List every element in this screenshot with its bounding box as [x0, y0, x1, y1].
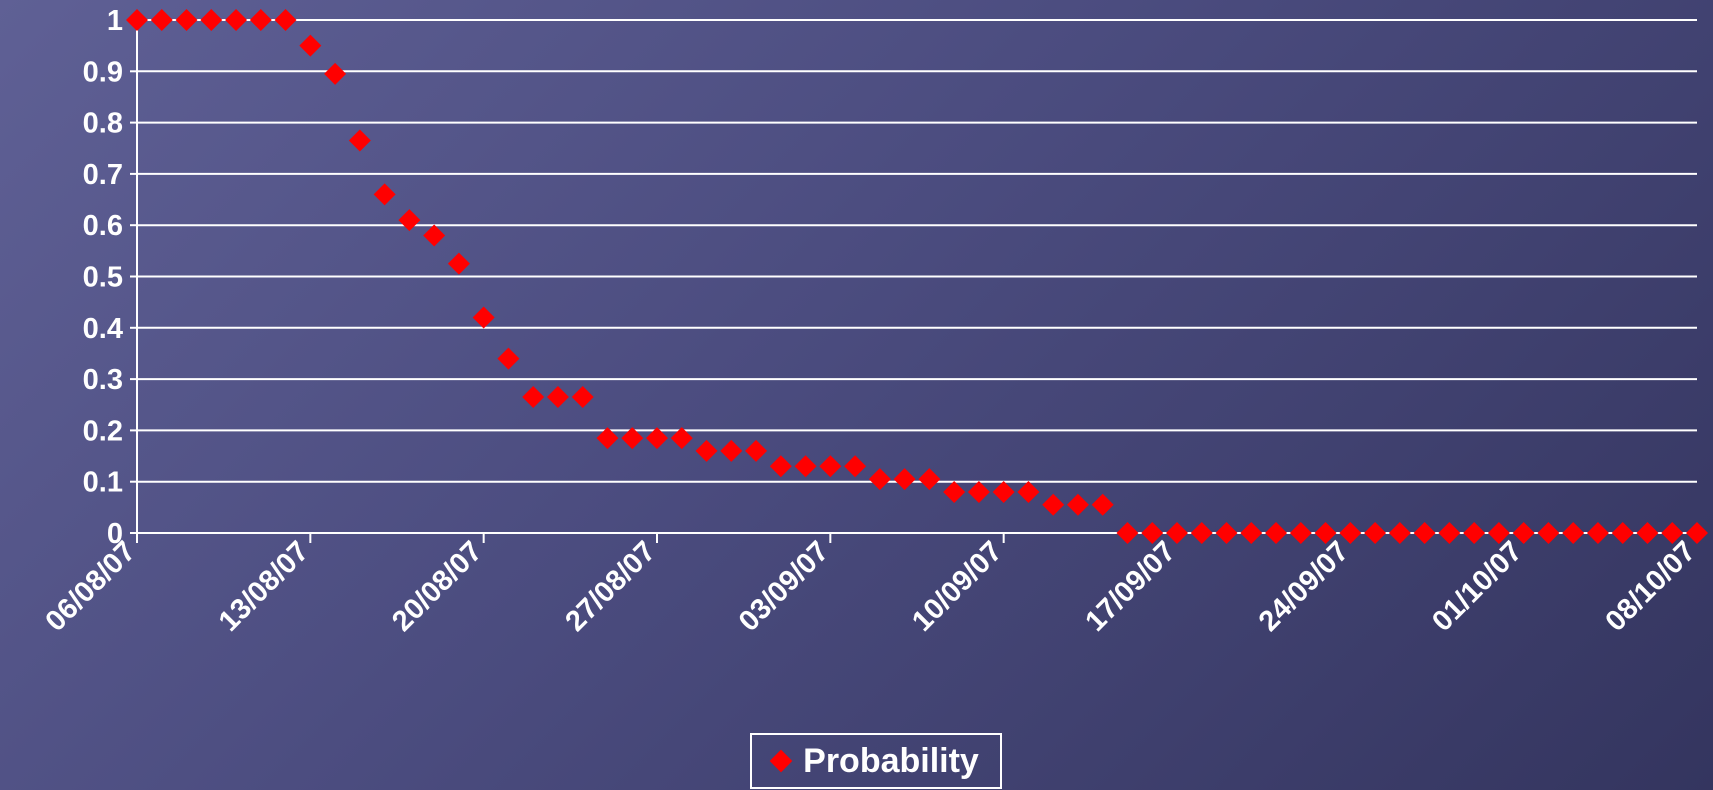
data-point	[1166, 522, 1188, 544]
data-point	[423, 224, 446, 247]
data-point	[1017, 480, 1040, 503]
legend: Probability	[750, 733, 1002, 789]
data-point	[324, 62, 347, 85]
y-tick-label: 0.9	[83, 56, 123, 88]
data-point	[1091, 493, 1114, 516]
y-tick-label: 0.7	[83, 159, 123, 191]
data-point	[299, 34, 322, 57]
data-point	[967, 480, 990, 503]
data-point	[1339, 522, 1362, 544]
data-point	[1388, 522, 1411, 544]
data-point	[1289, 522, 1312, 544]
data-point	[646, 427, 668, 450]
y-tick-label: 0.4	[83, 313, 123, 345]
data-point	[571, 386, 594, 409]
data-point	[1487, 522, 1510, 544]
data-point	[373, 183, 396, 206]
x-tick-label: 17/09/07	[1079, 535, 1181, 637]
x-tick-label: 03/09/07	[733, 535, 835, 637]
x-tick-label: 06/08/07	[39, 535, 141, 637]
data-point	[472, 306, 495, 329]
data-point	[249, 9, 272, 31]
data-point	[670, 427, 693, 450]
data-point	[447, 252, 470, 275]
data-point	[695, 439, 718, 462]
x-tick-label: 27/08/07	[559, 535, 661, 637]
data-point	[1240, 522, 1263, 544]
data-point	[621, 427, 644, 450]
data-point	[126, 9, 148, 31]
y-tick-label: 0.8	[83, 108, 123, 140]
y-tick-label: 0.6	[83, 210, 123, 242]
data-point	[1636, 522, 1659, 544]
x-tick-label: 20/08/07	[386, 535, 488, 637]
data-point	[1190, 522, 1213, 544]
data-point	[1463, 522, 1486, 544]
y-tick-label: 0.2	[83, 415, 123, 447]
x-tick-label: 01/10/07	[1426, 535, 1528, 637]
data-point	[918, 468, 941, 491]
legend-label: Probability	[803, 741, 979, 780]
data-point	[1413, 522, 1436, 544]
data-point	[745, 439, 768, 462]
data-point	[175, 9, 198, 31]
data-point	[992, 480, 1015, 503]
data-point	[225, 9, 248, 31]
data-point	[1661, 522, 1684, 544]
data-point	[1686, 522, 1708, 544]
x-tick-label: 13/08/07	[213, 535, 315, 637]
data-point	[1314, 522, 1337, 544]
data-point	[1611, 522, 1634, 544]
data-point	[819, 455, 842, 478]
data-point	[1562, 522, 1585, 544]
y-tick-label: 1	[107, 5, 123, 37]
y-tick-label: 0.3	[83, 364, 123, 396]
data-point	[1141, 522, 1164, 544]
data-point	[274, 9, 297, 31]
data-point	[844, 455, 867, 478]
data-point	[1438, 522, 1461, 544]
data-point	[720, 439, 743, 462]
data-point	[1586, 522, 1609, 544]
data-point	[1116, 522, 1139, 544]
data-point	[1364, 522, 1387, 544]
diamond-icon	[769, 749, 793, 773]
data-point	[1265, 522, 1288, 544]
data-point	[150, 9, 173, 31]
x-tick-label: 24/09/07	[1253, 535, 1355, 637]
data-point	[1537, 522, 1560, 544]
x-tick-label: 08/10/07	[1599, 535, 1701, 637]
data-point	[522, 386, 545, 409]
data-point	[794, 455, 817, 478]
data-point	[200, 9, 223, 31]
data-point	[1215, 522, 1238, 544]
data-point	[398, 209, 421, 232]
data-point	[348, 129, 371, 152]
data-point	[1512, 522, 1535, 544]
y-tick-label: 0	[107, 518, 123, 550]
data-point	[769, 455, 792, 478]
data-point	[943, 480, 966, 503]
data-point	[1042, 493, 1065, 516]
y-tick-label: 0.1	[83, 467, 123, 499]
data-point	[1066, 493, 1089, 516]
data-point	[546, 386, 569, 409]
data-point	[893, 468, 916, 491]
x-tick-label: 10/09/07	[906, 535, 1008, 637]
data-point	[497, 347, 520, 370]
y-tick-label: 0.5	[83, 262, 123, 294]
data-point	[596, 427, 619, 450]
data-point	[868, 468, 891, 491]
